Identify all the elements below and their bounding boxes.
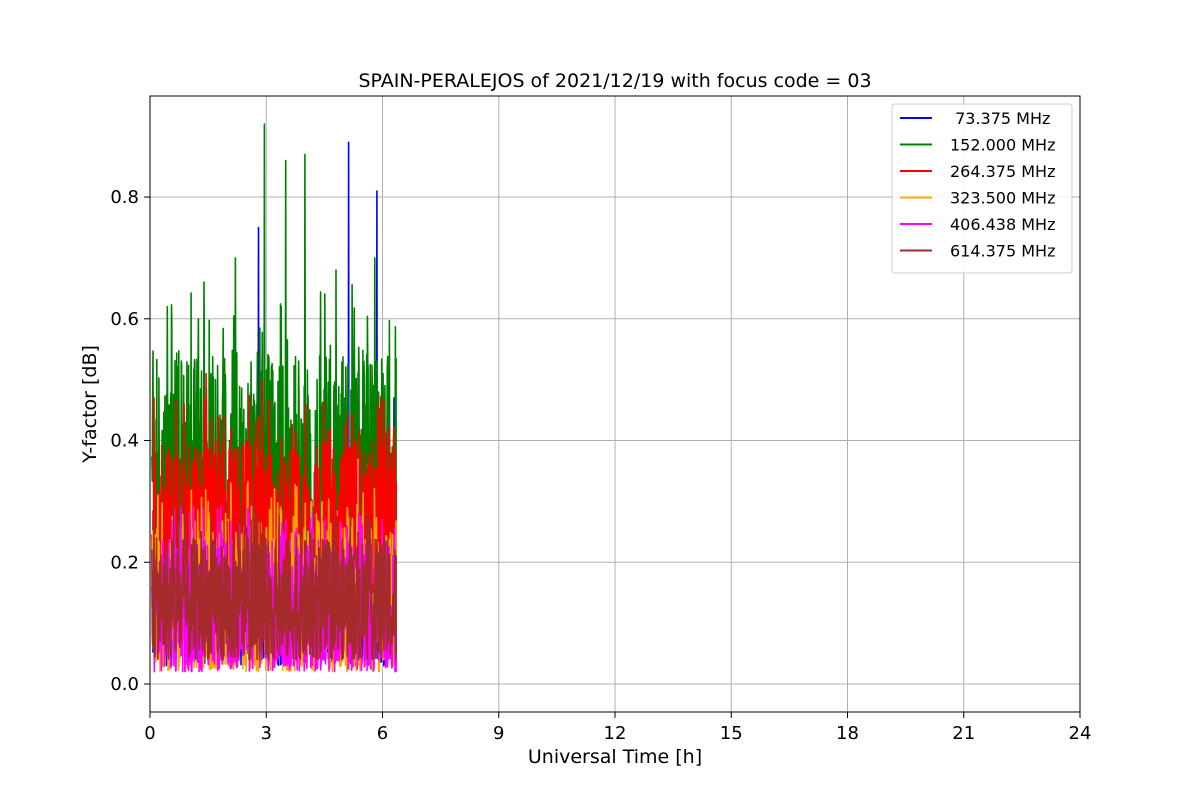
y-axis-label: Y-factor [dB] [79,345,101,464]
legend-label: 152.000 MHz [950,136,1055,155]
legend-label: 264.375 MHz [950,162,1055,181]
x-tick-label: 12 [604,723,627,744]
y-tick-label: 0.0 [110,674,139,695]
legend-label: 614.375 MHz [950,242,1055,261]
y-tick-label: 0.6 [110,309,139,330]
legend: 73.375 MHz 152.000 MHz 264.375 MHz 323.500 … [891,103,1073,274]
chart-title: SPAIN-PERALEJOS of 2021/12/19 with focus… [358,70,871,92]
x-tick-label: 18 [836,723,859,744]
series-line-5 [151,506,397,661]
x-tick-label: 3 [261,723,272,744]
series-layer [151,123,397,673]
x-tick-label: 21 [952,723,975,744]
legend-label: 406.438 MHz [950,215,1055,234]
legend-box [891,103,1073,274]
legend-label: 73.375 MHz [950,109,1050,128]
x-tick-label: 24 [1069,723,1092,744]
ticks: 0 3 6 9 12 15 18 21 24 0.0 0.2 0.4 0.6 0.8 [110,187,1091,744]
y-tick-label: 0.4 [110,431,139,452]
x-axis-label: Universal Time [h] [528,746,702,768]
y-tick-label: 0.8 [110,187,139,208]
x-tick-label: 0 [144,723,155,744]
x-tick-label: 9 [493,723,504,744]
y-tick-label: 0.2 [110,552,139,573]
legend-label: 323.500 MHz [950,189,1055,208]
x-tick-label: 15 [720,723,743,744]
x-tick-label: 6 [377,723,388,744]
